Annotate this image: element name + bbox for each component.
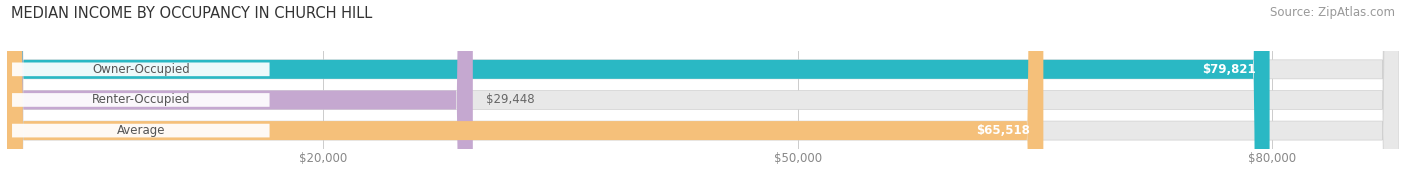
FancyBboxPatch shape	[7, 0, 1399, 196]
Text: Renter-Occupied: Renter-Occupied	[91, 93, 190, 106]
Text: Average: Average	[117, 124, 165, 137]
FancyBboxPatch shape	[13, 124, 270, 137]
Text: Source: ZipAtlas.com: Source: ZipAtlas.com	[1270, 6, 1395, 19]
Text: MEDIAN INCOME BY OCCUPANCY IN CHURCH HILL: MEDIAN INCOME BY OCCUPANCY IN CHURCH HIL…	[11, 6, 373, 21]
FancyBboxPatch shape	[7, 0, 472, 196]
Text: $29,448: $29,448	[486, 93, 534, 106]
FancyBboxPatch shape	[7, 0, 1043, 196]
FancyBboxPatch shape	[13, 63, 270, 76]
Text: Owner-Occupied: Owner-Occupied	[91, 63, 190, 76]
FancyBboxPatch shape	[13, 93, 270, 107]
FancyBboxPatch shape	[7, 0, 1270, 196]
FancyBboxPatch shape	[7, 0, 1399, 196]
FancyBboxPatch shape	[7, 0, 1399, 196]
Text: $65,518: $65,518	[976, 124, 1031, 137]
Text: $79,821: $79,821	[1202, 63, 1256, 76]
